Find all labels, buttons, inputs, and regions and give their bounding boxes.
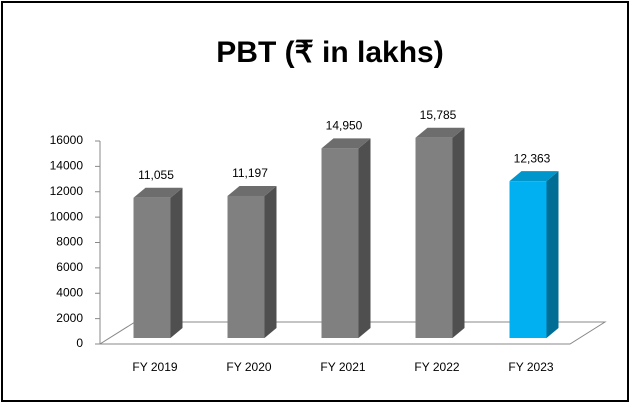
y-tick-label: 14000 bbox=[50, 159, 84, 173]
bar bbox=[415, 137, 453, 338]
bar-side bbox=[358, 138, 371, 338]
x-tick-label: FY 2019 bbox=[132, 360, 177, 374]
bar-side bbox=[452, 127, 465, 338]
data-label: 14,950 bbox=[326, 118, 363, 132]
x-tick-label: FY 2023 bbox=[508, 360, 553, 374]
bar-side bbox=[170, 187, 183, 338]
bar bbox=[321, 148, 359, 338]
bar bbox=[133, 197, 171, 338]
bar-top bbox=[509, 171, 559, 182]
y-tick-label: 4000 bbox=[56, 285, 83, 299]
y-tick-label: 10000 bbox=[50, 209, 84, 223]
bar bbox=[227, 195, 265, 338]
bar-side bbox=[546, 171, 559, 338]
y-tick-label: 16000 bbox=[50, 133, 84, 147]
y-tick-label: 6000 bbox=[56, 260, 83, 274]
y-tick-label: 2000 bbox=[56, 311, 83, 325]
x-tick-label: FY 2020 bbox=[226, 360, 271, 374]
bar-top bbox=[227, 185, 277, 196]
bar-top bbox=[415, 127, 465, 138]
y-tick-label: 12000 bbox=[50, 184, 84, 198]
y-tick-label: 8000 bbox=[56, 235, 83, 249]
x-tick-label: FY 2022 bbox=[414, 360, 459, 374]
bar-side bbox=[264, 185, 277, 338]
chart-title: PBT (₹ in lakhs) bbox=[216, 36, 443, 69]
data-label: 11,055 bbox=[138, 168, 174, 182]
bar-top bbox=[133, 187, 183, 198]
bar bbox=[509, 181, 547, 338]
bar-top bbox=[321, 138, 371, 149]
data-label: 15,785 bbox=[420, 108, 457, 122]
x-tick-label: FY 2021 bbox=[320, 360, 365, 374]
y-tick-label: 0 bbox=[76, 336, 83, 350]
data-label: 12,363 bbox=[514, 151, 551, 165]
data-label: 11,197 bbox=[232, 166, 268, 180]
